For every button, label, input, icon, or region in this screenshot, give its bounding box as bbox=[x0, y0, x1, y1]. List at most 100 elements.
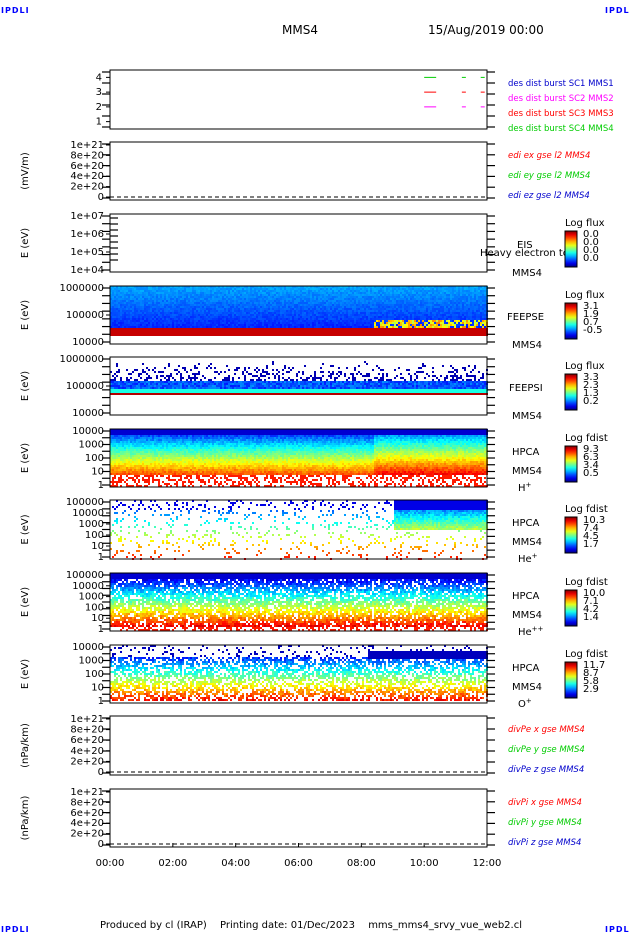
y-tick-label: 6e+20 bbox=[70, 161, 104, 172]
colorbar-title: Log flux bbox=[565, 218, 605, 229]
colorbar-tick-label: 6.3 bbox=[583, 452, 599, 463]
species-charge: + bbox=[526, 481, 532, 489]
y-axis-label: (nPa/km) bbox=[20, 796, 31, 841]
instrument-label: HPCA bbox=[512, 591, 540, 602]
y-tick-label: 100 bbox=[85, 669, 104, 680]
corner-label-bl: IPDLI bbox=[1, 925, 30, 934]
spacecraft-label: MMS4 bbox=[512, 610, 542, 621]
y-axis-label: E (eV) bbox=[20, 659, 31, 689]
y-tick-label: 1000000 bbox=[59, 354, 104, 365]
colorbar-title: Log fdist bbox=[565, 577, 608, 588]
footer: Produced by cl (IRAP) Printing date: 01/… bbox=[100, 920, 532, 931]
y-tick-label: 10000 bbox=[72, 337, 104, 348]
y-tick-label: 10000 bbox=[72, 581, 104, 592]
legend-entry: des dist burst SC3 MMS3 bbox=[508, 109, 614, 119]
colorbar-tick-label: 10.0 bbox=[583, 588, 605, 599]
x-tick-label: 02:00 bbox=[158, 858, 187, 869]
spectrogram-cells bbox=[110, 645, 488, 701]
colorbar-tick-label: 3.4 bbox=[583, 460, 599, 471]
header-spacecraft: MMS4 bbox=[282, 23, 318, 37]
y-tick-label: 1 bbox=[98, 480, 104, 491]
species-charge: ++ bbox=[532, 625, 544, 633]
y-tick-label: 2 bbox=[96, 102, 102, 113]
legend-entry: divPi y gse MMS4 bbox=[508, 818, 582, 828]
y-tick-label: 0 bbox=[98, 192, 104, 203]
colorbar-tick-label: 0.0 bbox=[583, 245, 599, 256]
x-tick-label: 00:00 bbox=[96, 858, 125, 869]
spacecraft-label: MMS4 bbox=[512, 466, 542, 477]
species-charge: + bbox=[532, 552, 538, 560]
y-tick-label: 100000 bbox=[66, 381, 104, 392]
y-tick-label: 1e+05 bbox=[70, 247, 104, 258]
y-tick-label: 10000 bbox=[72, 408, 104, 419]
y-tick-label: 8e+20 bbox=[70, 797, 104, 808]
y-tick-label: 4 bbox=[96, 72, 102, 83]
y-tick-label: 10 bbox=[91, 683, 104, 694]
y-tick-label: 1 bbox=[98, 624, 104, 635]
colorbar-tick-label: 3.3 bbox=[583, 372, 599, 383]
y-tick-label: 1000 bbox=[79, 440, 104, 451]
y-axis-label: (mV/m) bbox=[20, 152, 31, 190]
y-tick-label: 1 bbox=[96, 117, 102, 128]
y-tick-label: 10 bbox=[91, 541, 104, 552]
x-tick-label: 06:00 bbox=[284, 858, 313, 869]
corner-label-tr: IPDLI bbox=[605, 6, 630, 15]
spacecraft-label: MMS4 bbox=[512, 682, 542, 693]
y-tick-label: 100 bbox=[85, 602, 104, 613]
y-axis-label: (nPa/km) bbox=[20, 723, 31, 768]
species-label: He++ bbox=[518, 625, 544, 638]
footer-produced-by: Produced by cl (IRAP) bbox=[100, 920, 207, 931]
species-label: H+ bbox=[518, 481, 532, 494]
colorbar-tick-label: 0.0 bbox=[583, 237, 599, 248]
y-tick-label: 1e+04 bbox=[70, 265, 104, 276]
spectrogram-cells bbox=[110, 429, 488, 487]
y-tick-label: 10000 bbox=[72, 426, 104, 437]
instrument-label: HPCA bbox=[512, 663, 540, 674]
colorbar bbox=[564, 661, 578, 699]
y-tick-label: 10000 bbox=[72, 508, 104, 519]
colorbar-tick-label: 2.3 bbox=[583, 380, 599, 391]
y-tick-label: 6e+20 bbox=[70, 735, 104, 746]
legend-entry: edi ey gse l2 MMS4 bbox=[508, 171, 590, 181]
y-tick-label: 4e+20 bbox=[70, 746, 104, 757]
y-tick-label: 1 bbox=[98, 696, 104, 707]
y-tick-label: 1e+21 bbox=[70, 140, 104, 151]
colorbar-tick-label: 4.5 bbox=[583, 531, 599, 542]
legend-entry: divPe x gse MMS4 bbox=[508, 725, 585, 735]
y-tick-label: 2e+20 bbox=[70, 756, 104, 767]
colorbar-tick-label: 5.8 bbox=[583, 676, 599, 687]
y-tick-label: 100 bbox=[85, 530, 104, 541]
y-tick-label: 1000 bbox=[79, 519, 104, 530]
instrument-label: HPCA bbox=[512, 447, 540, 458]
legend-entry: edi ex gse l2 MMS4 bbox=[508, 151, 590, 161]
legend-entry: des dist burst SC2 MMS2 bbox=[508, 94, 614, 104]
colorbar-tick-label: 7.1 bbox=[583, 596, 599, 607]
colorbar-tick-label: -0.5 bbox=[583, 325, 603, 336]
species-label: O+ bbox=[518, 697, 532, 710]
colorbar-tick-label: 2.9 bbox=[583, 684, 599, 695]
y-tick-label: 10000 bbox=[72, 642, 104, 653]
y-tick-label: 100 bbox=[85, 453, 104, 464]
colorbar-tick-label: 1.3 bbox=[583, 388, 599, 399]
legend-entry: divPe z gse MMS4 bbox=[508, 765, 584, 775]
edi-panel-frame bbox=[109, 141, 488, 201]
species-charge: + bbox=[526, 697, 532, 705]
colorbar-tick-label: 0.7 bbox=[583, 317, 599, 328]
spectrogram-cells bbox=[110, 573, 488, 631]
colorbar-title: Log fdist bbox=[565, 649, 608, 660]
species-label: He+ bbox=[518, 552, 538, 565]
spectrogram-cells bbox=[110, 500, 488, 560]
y-tick-label: 1e+21 bbox=[70, 787, 104, 798]
spacecraft-label: MMS4 bbox=[512, 340, 542, 351]
colorbar-tick-label: 4.2 bbox=[583, 604, 599, 615]
y-axis-label: E (eV) bbox=[20, 514, 31, 544]
colorbar bbox=[564, 445, 578, 483]
y-tick-label: 10 bbox=[91, 467, 104, 478]
colorbar-tick-label: 1.4 bbox=[583, 612, 599, 623]
legend-entry: divPi z gse MMS4 bbox=[508, 838, 581, 848]
colorbar bbox=[564, 516, 578, 554]
y-tick-label: 100000 bbox=[66, 570, 104, 581]
y-tick-label: 100000 bbox=[66, 310, 104, 321]
instrument-label: FEEPSE bbox=[507, 312, 544, 323]
y-tick-label: 4e+20 bbox=[70, 171, 104, 182]
